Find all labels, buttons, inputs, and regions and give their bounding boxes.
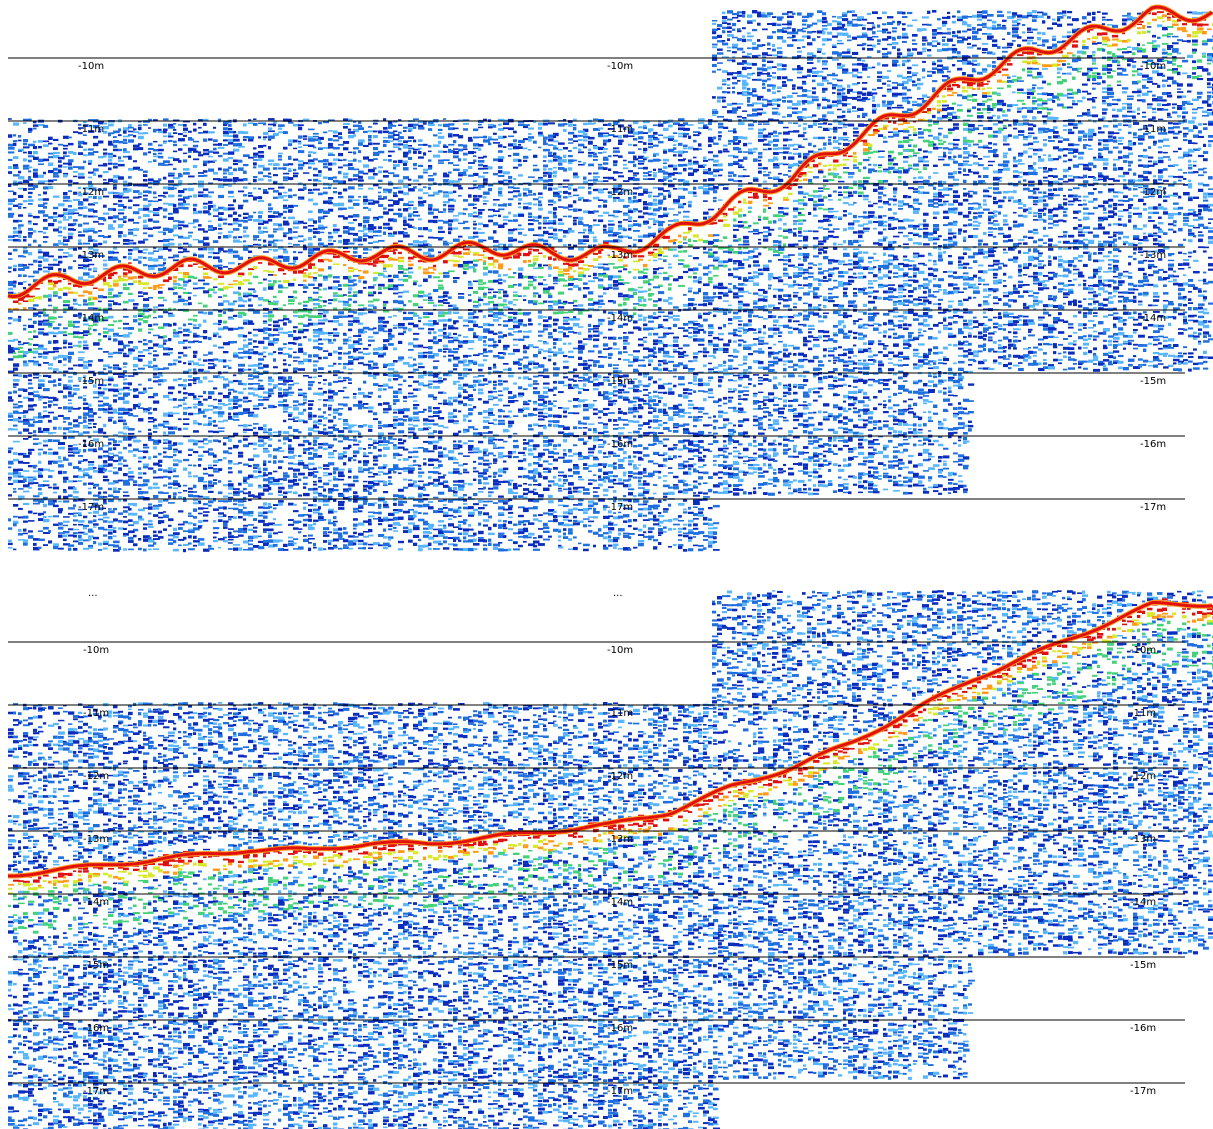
echo-speckle xyxy=(8,10,1213,553)
depth-tick-label: -12m xyxy=(1140,187,1166,198)
depth-tick-label: -17m xyxy=(607,1086,633,1097)
depth-tick-label: -16m xyxy=(1130,1023,1156,1034)
echo-speckle xyxy=(8,590,1213,1129)
depth-tick-label: -17m xyxy=(78,502,104,513)
depth-tick-label: -17m xyxy=(1140,502,1166,513)
depth-tick-label: -12m xyxy=(607,771,633,782)
echogram-panel-lower: -10m -10m -10m -11m -11m -11m -12m -12m -12m -13m… xyxy=(8,590,1213,1129)
depth-tick-label: -10m xyxy=(607,645,633,656)
depth-tick-label: -16m xyxy=(83,1023,109,1034)
depth-tick-label: -14m xyxy=(1140,313,1166,324)
depth-tick-label: -13m xyxy=(1140,250,1166,261)
depth-tick-label: -11m xyxy=(607,708,633,719)
depth-tick-label: -17m xyxy=(607,502,633,513)
depth-tick-label: -14m xyxy=(83,897,109,908)
depth-tick-label: -16m xyxy=(607,1023,633,1034)
echogram-panel-upper: -10m -10m -10m -11m -11m -11m -12m -12m -12m -13m… xyxy=(7,4,1213,553)
depth-tick-label: -15m xyxy=(607,960,633,971)
depth-tick-label: -10m xyxy=(78,61,104,72)
depth-tick-label: -11m xyxy=(1130,708,1156,719)
depth-tick-label: -12m xyxy=(78,187,104,198)
depth-tick-label: -16m xyxy=(78,439,104,450)
depth-tick-label: -12m xyxy=(83,771,109,782)
depth-tick-label: -10m xyxy=(1140,61,1166,72)
depth-tick-label: -11m xyxy=(1140,124,1166,135)
depth-tick-label: -15m xyxy=(83,960,109,971)
depth-tick-label: -12m xyxy=(1130,771,1156,782)
depth-tick-label: -11m xyxy=(78,124,104,135)
depth-tick-label: -14m xyxy=(78,313,104,324)
depth-tick-label: -14m xyxy=(607,313,633,324)
depth-tick-label: -12m xyxy=(607,187,633,198)
depth-tick-label: -10m xyxy=(607,61,633,72)
depth-tick-label: -16m xyxy=(607,439,633,450)
depth-tick-label: -15m xyxy=(607,376,633,387)
truncated-label: ... xyxy=(613,588,623,599)
depth-tick-label: -13m xyxy=(607,834,633,845)
depth-tick-label: -14m xyxy=(607,897,633,908)
depth-tick-label: -17m xyxy=(83,1086,109,1097)
depth-tick-label: -10m xyxy=(1130,645,1156,656)
seabed-echo-line xyxy=(8,600,1213,878)
depth-tick-label: -11m xyxy=(83,708,109,719)
depth-tick-label: -10m xyxy=(83,645,109,656)
depth-tick-label: -13m xyxy=(78,250,104,261)
truncated-label: ... xyxy=(88,588,98,599)
depth-tick-label: -13m xyxy=(1130,834,1156,845)
depth-tick-label: -11m xyxy=(607,124,633,135)
depth-tick-label: -13m xyxy=(607,250,633,261)
depth-tick-label: -15m xyxy=(78,376,104,387)
depth-tick-label: -16m xyxy=(1140,439,1166,450)
depth-tick-label: -13m xyxy=(83,834,109,845)
depth-tick-label: -15m xyxy=(1140,376,1166,387)
depth-tick-label: -15m xyxy=(1130,960,1156,971)
depth-tick-label: -14m xyxy=(1130,897,1156,908)
depth-tick-label: -17m xyxy=(1130,1086,1156,1097)
